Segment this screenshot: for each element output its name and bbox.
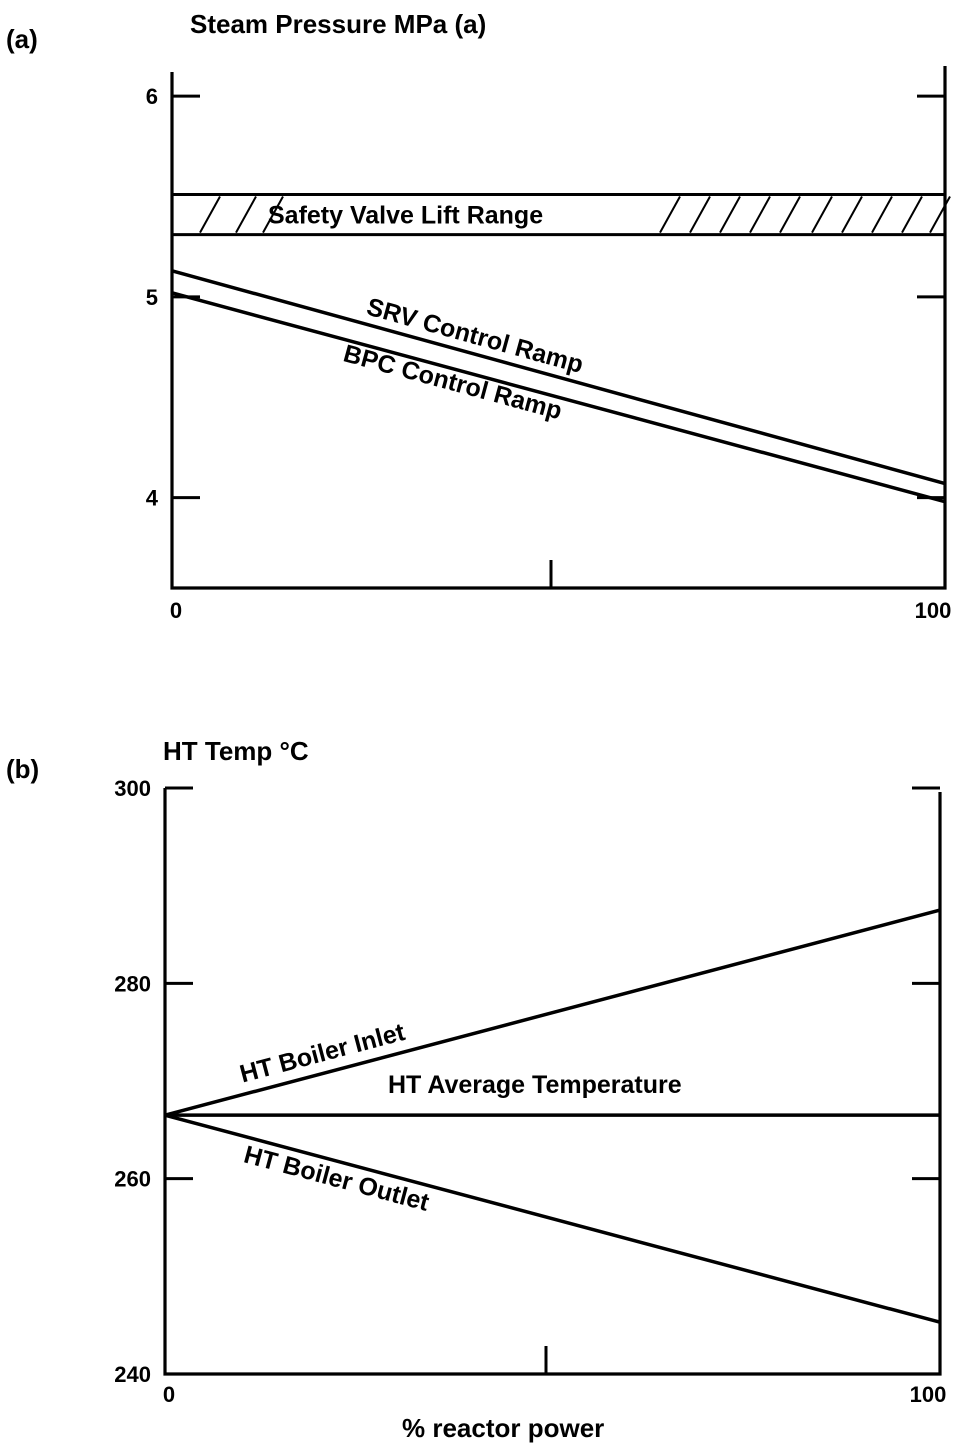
panel-a: (a) Steam Pressure MPa (a) Safety Valve … xyxy=(6,9,951,623)
panel-b-label: (b) xyxy=(6,754,39,784)
ht-boiler-outlet-line xyxy=(164,1113,941,1324)
safety-valve-band-hatch-10 xyxy=(841,196,863,234)
panel-a-x-tick-label-0: 0 xyxy=(170,598,182,623)
ht-boiler-inlet-line xyxy=(164,908,941,1117)
panel-b-y-tick-label-240: 240 xyxy=(114,1362,151,1387)
safety-valve-band-hatch-8 xyxy=(779,196,801,234)
safety-valve-band-hatch-9 xyxy=(811,196,833,234)
panel-a-y-axis-title: Steam Pressure MPa (a) xyxy=(190,9,486,39)
panel-a-ticks: 4 5 6 0 100 xyxy=(146,84,952,623)
safety-valve-band-hatch-11 xyxy=(871,196,893,234)
safety-valve-band-hatch-6 xyxy=(719,196,741,234)
safety-valve-band-hatch-3 xyxy=(262,196,284,234)
panel-b-y-tick-label-280: 280 xyxy=(114,971,151,996)
panel-a-y-tick-label-6: 6 xyxy=(146,84,158,109)
safety-valve-band-label: Safety Valve Lift Range xyxy=(268,202,543,230)
safety-valve-band-hatch-4 xyxy=(659,196,681,234)
ht-average-temperature-label: HT Average Temperature xyxy=(388,1071,682,1099)
panel-b-y-axis-title: HT Temp °C xyxy=(163,736,309,766)
safety-valve-band-hatch-12 xyxy=(901,196,923,234)
panel-a-label: (a) xyxy=(6,24,38,54)
safety-valve-band xyxy=(172,192,951,237)
panel-a-series xyxy=(171,269,946,504)
safety-valve-band-hatch-2 xyxy=(235,196,257,234)
panel-b: (b) HT Temp °C 240 260 280 300 0 100 HT Boile… xyxy=(6,736,946,1443)
panel-b-x-tick-label-0: 0 xyxy=(163,1382,175,1407)
panel-a-y-tick-label-4: 4 xyxy=(146,486,159,511)
ht-boiler-inlet-label: HT Boiler Inlet xyxy=(237,1018,409,1089)
srv-control-ramp-line xyxy=(171,269,946,486)
panel-b-ticks: 240 260 280 300 0 100 xyxy=(114,776,946,1407)
bpc-control-ramp-line xyxy=(171,291,946,504)
panel-b-y-tick-label-260: 260 xyxy=(114,1167,151,1192)
safety-valve-band-label-mask xyxy=(266,197,636,232)
panel-b-x-axis-title: % reactor power xyxy=(402,1413,604,1443)
safety-valve-band-hatch-1 xyxy=(199,196,221,234)
safety-valve-band-hatch-13 xyxy=(929,196,951,234)
panel-b-x-tick-label-100: 100 xyxy=(910,1382,947,1407)
panel-b-axes-frame xyxy=(163,788,942,1376)
panel-b-series xyxy=(164,908,941,1324)
panel-a-x-tick-label-100: 100 xyxy=(915,598,952,623)
panel-b-y-tick-label-300: 300 xyxy=(114,776,151,801)
panel-a-y-tick-label-5: 5 xyxy=(146,285,158,310)
safety-valve-band-hatch-5 xyxy=(689,196,711,234)
panel-a-axes-frame xyxy=(170,66,947,590)
safety-valve-band-hatch-7 xyxy=(749,196,771,234)
